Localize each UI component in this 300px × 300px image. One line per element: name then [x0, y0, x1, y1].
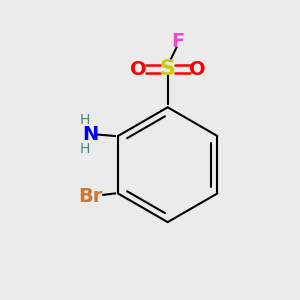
Text: Br: Br — [78, 187, 102, 206]
Text: N: N — [82, 125, 98, 144]
Text: O: O — [130, 59, 146, 79]
Text: H: H — [80, 113, 90, 128]
Text: H: H — [80, 142, 90, 156]
Text: S: S — [160, 59, 176, 79]
Text: F: F — [171, 32, 184, 51]
Text: O: O — [189, 59, 206, 79]
